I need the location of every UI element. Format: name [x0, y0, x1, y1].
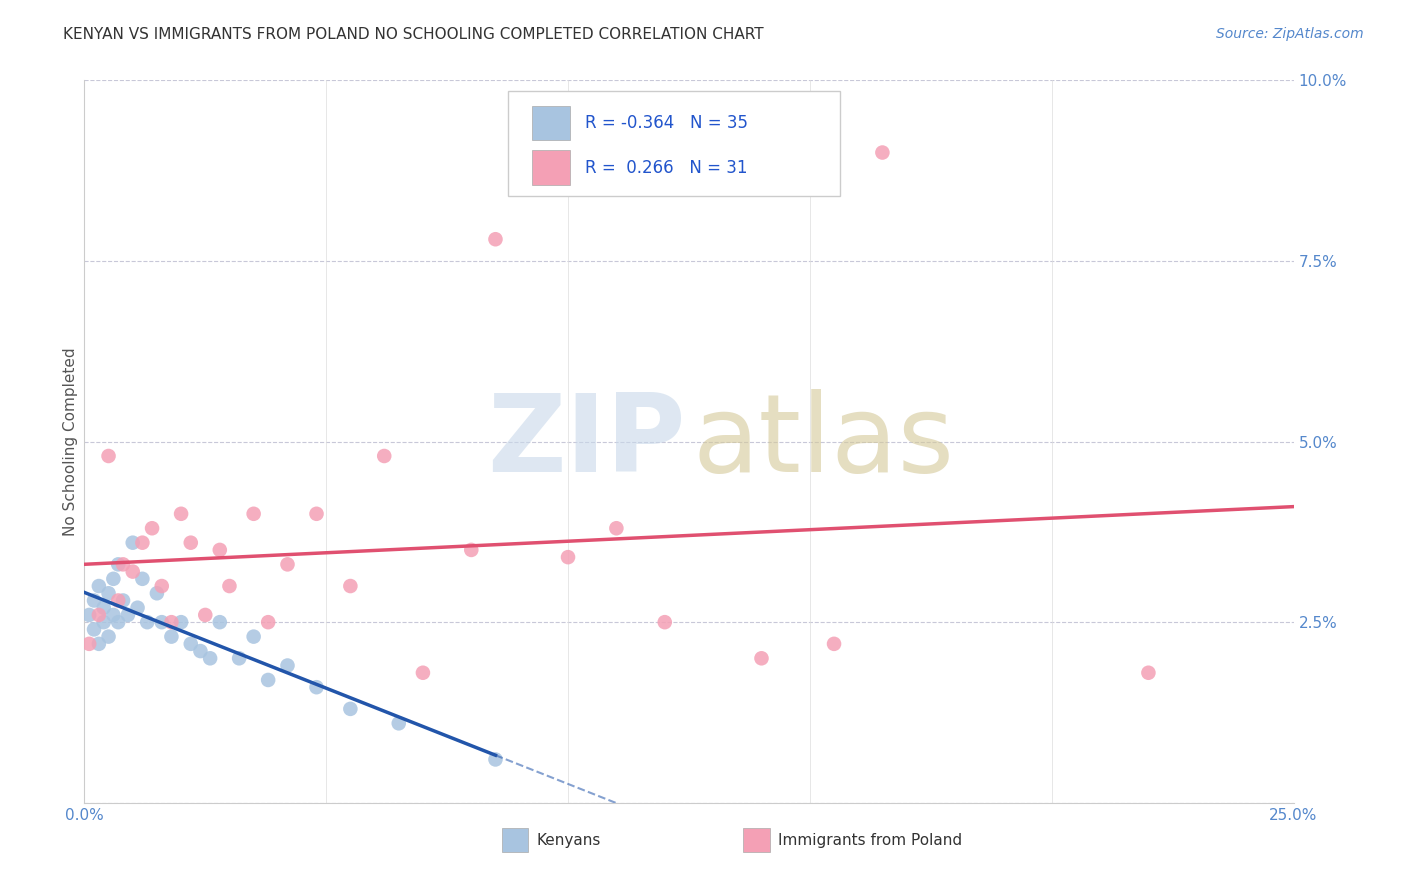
Point — [180, 535, 202, 549]
Point — [198, 651, 221, 665]
Point — [131, 572, 153, 586]
Point — [160, 630, 183, 644]
Point — [150, 615, 173, 630]
Point — [484, 752, 506, 766]
Point — [160, 615, 183, 630]
Point — [97, 586, 120, 600]
Point — [228, 651, 250, 665]
Point — [121, 565, 143, 579]
Point — [654, 615, 676, 630]
Point — [605, 521, 627, 535]
Point — [388, 716, 411, 731]
Point — [83, 623, 105, 637]
Point — [141, 521, 163, 535]
Point — [242, 630, 264, 644]
Point — [107, 593, 129, 607]
Point — [823, 637, 845, 651]
Point — [872, 145, 894, 160]
Point — [208, 615, 231, 630]
Point — [150, 579, 173, 593]
FancyBboxPatch shape — [531, 105, 571, 140]
Point — [77, 637, 100, 651]
Point — [97, 630, 120, 644]
Point — [257, 615, 280, 630]
Text: Source: ZipAtlas.com: Source: ZipAtlas.com — [1216, 27, 1364, 41]
Point — [218, 579, 240, 593]
Point — [77, 607, 100, 622]
Point — [107, 558, 129, 572]
Text: Kenyans: Kenyans — [537, 833, 600, 848]
Y-axis label: No Schooling Completed: No Schooling Completed — [63, 347, 77, 536]
Point — [83, 593, 105, 607]
Text: R =  0.266   N = 31: R = 0.266 N = 31 — [585, 159, 748, 177]
Point — [87, 637, 110, 651]
Point — [136, 615, 159, 630]
Point — [208, 542, 231, 557]
Point — [97, 449, 120, 463]
Point — [170, 507, 193, 521]
Point — [121, 535, 143, 549]
Point — [1137, 665, 1160, 680]
Point — [103, 572, 125, 586]
FancyBboxPatch shape — [502, 828, 529, 852]
Point — [460, 542, 482, 557]
Point — [305, 680, 328, 694]
Point — [112, 593, 135, 607]
Point — [484, 232, 506, 246]
Point — [107, 615, 129, 630]
Point — [190, 644, 212, 658]
Point — [751, 651, 773, 665]
FancyBboxPatch shape — [531, 151, 571, 185]
Point — [339, 702, 361, 716]
Point — [103, 607, 125, 622]
Point — [117, 607, 139, 622]
Point — [93, 600, 115, 615]
Point — [170, 615, 193, 630]
Point — [87, 579, 110, 593]
Point — [557, 550, 579, 565]
Point — [242, 507, 264, 521]
FancyBboxPatch shape — [508, 91, 841, 196]
Point — [412, 665, 434, 680]
Point — [339, 579, 361, 593]
Text: KENYAN VS IMMIGRANTS FROM POLAND NO SCHOOLING COMPLETED CORRELATION CHART: KENYAN VS IMMIGRANTS FROM POLAND NO SCHO… — [63, 27, 763, 42]
Point — [276, 558, 298, 572]
Point — [373, 449, 395, 463]
Point — [93, 615, 115, 630]
Point — [112, 558, 135, 572]
Text: ZIP: ZIP — [486, 389, 685, 494]
Point — [127, 600, 149, 615]
Text: R = -0.364   N = 35: R = -0.364 N = 35 — [585, 114, 748, 132]
Point — [131, 535, 153, 549]
Point — [87, 607, 110, 622]
Point — [305, 507, 328, 521]
Point — [194, 607, 217, 622]
Point — [146, 586, 169, 600]
Point — [180, 637, 202, 651]
FancyBboxPatch shape — [744, 828, 770, 852]
Point — [257, 673, 280, 687]
Text: atlas: atlas — [693, 389, 955, 494]
Point — [276, 658, 298, 673]
Text: Immigrants from Poland: Immigrants from Poland — [779, 833, 963, 848]
